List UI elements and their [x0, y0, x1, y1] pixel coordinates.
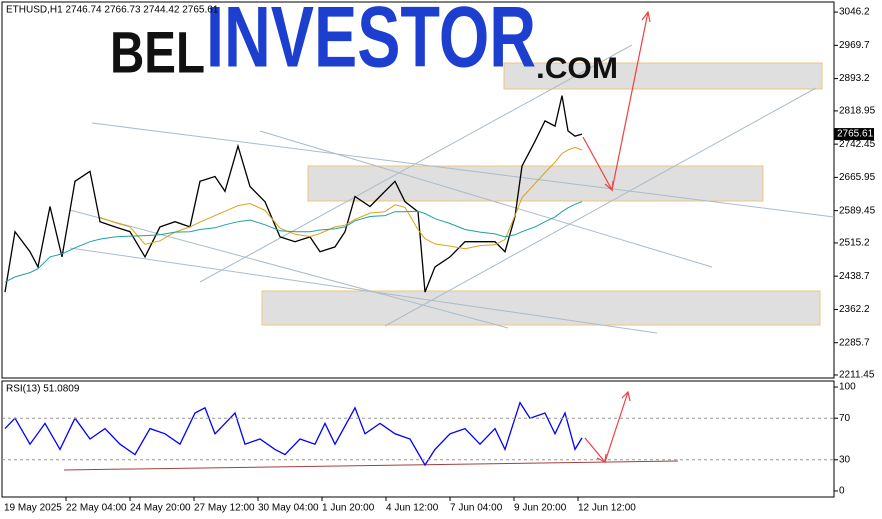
y-tick-label: 2589.45 — [839, 205, 876, 216]
arrow — [584, 391, 629, 464]
price-tag — [834, 128, 874, 141]
trend-line — [69, 247, 658, 334]
y-tick-label: 2515.2 — [839, 238, 870, 249]
y-tick-label: 2438.7 — [839, 271, 870, 282]
x-tick-label: 7 Jun 04:00 — [450, 503, 503, 514]
x-tick-label: 4 Jun 12:00 — [386, 503, 439, 514]
x-tick-label: 30 May 04:00 — [258, 503, 319, 514]
y-tick-label: 100 — [839, 382, 856, 393]
y-tick-label: 0 — [839, 486, 845, 497]
rsi-panel — [1, 380, 835, 498]
y-tick-label: 2742.45 — [839, 139, 876, 150]
arrows — [582, 10, 651, 464]
trend-line — [259, 130, 713, 268]
rsi-title: RSI(13) 51.0809 — [6, 384, 80, 395]
arrow-head — [604, 10, 651, 192]
y-tick-label: 2893.2 — [839, 73, 870, 84]
x-tick-label: 1 Jun 20:00 — [322, 503, 375, 514]
x-tick-label: 9 Jun 20:00 — [514, 503, 567, 514]
price-panel — [1, 1, 835, 379]
trend-line — [199, 44, 633, 283]
series-line — [99, 146, 583, 250]
series-line — [4, 201, 583, 283]
arrow-head — [596, 390, 631, 463]
y-tick-label: 70 — [839, 413, 851, 424]
y-tick-label: 2362.2 — [839, 304, 870, 315]
marks — [4, 95, 583, 467]
trend-line — [384, 87, 817, 327]
arrow — [582, 11, 649, 192]
y-tick-label: 2211.45 — [839, 370, 875, 381]
y-tick-label: 2969.7 — [839, 40, 870, 51]
annotations — [63, 44, 835, 471]
x-tick-label: 24 May 20:00 — [130, 503, 191, 514]
y-tick-label: 2285.7 — [839, 337, 870, 348]
zone — [261, 290, 821, 326]
x-tick-label: 27 May 12:00 — [194, 503, 255, 514]
chart-title: ETHUSD,H1 2746.74 2766.73 2744.42 2765.6… — [6, 5, 219, 16]
y-tick-label: 2818.95 — [839, 106, 876, 117]
series-line — [4, 401, 583, 467]
y-tick-label: 3046.2 — [839, 7, 870, 18]
x-tick-label: 12 Jun 12:00 — [578, 503, 636, 514]
logo-left: BEL — [110, 20, 205, 85]
logo-middle: INVESTOR — [206, 0, 536, 86]
trend-line — [91, 122, 835, 218]
rsi-trend-line — [63, 460, 679, 471]
logo-right: .COM — [536, 52, 618, 85]
zone — [503, 62, 823, 90]
x-tick-label: 22 May 04:00 — [66, 503, 127, 514]
y-tick-label: 30 — [839, 454, 851, 465]
trend-line — [69, 209, 509, 329]
x-tick-label: 19 May 2025 — [4, 503, 62, 514]
y-tick-label: 2665.95 — [839, 172, 876, 183]
price-tag-label: 2765.61 — [837, 129, 874, 140]
